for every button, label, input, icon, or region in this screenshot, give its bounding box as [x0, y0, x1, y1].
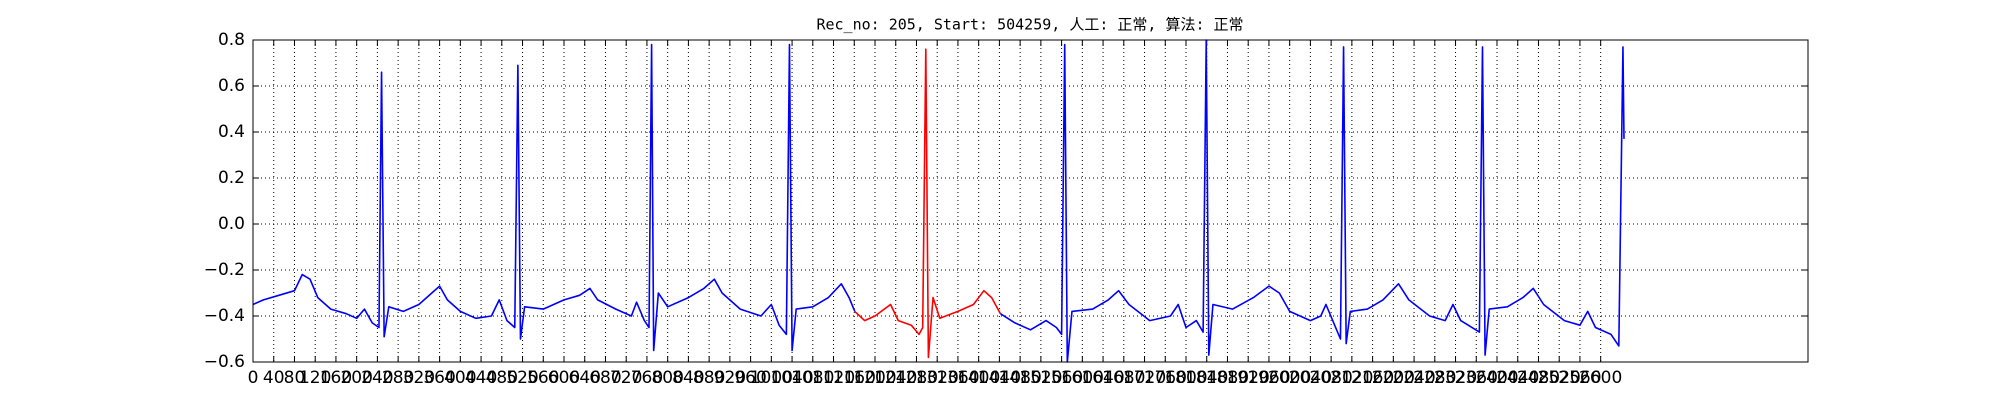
- x-tick-label: 1440: [978, 368, 1021, 388]
- y-tick-label: −0.6: [204, 352, 245, 372]
- x-tick-label: 2440: [1496, 368, 1539, 388]
- y-tick-label: 0.6: [218, 76, 245, 96]
- x-tick-label: 40: [263, 368, 285, 388]
- x-tick-label: 80: [284, 368, 306, 388]
- x-tick-label: 480: [486, 368, 518, 388]
- x-tick-label: 1240: [874, 368, 917, 388]
- x-tick-label: 2280: [1413, 368, 1456, 388]
- y-tick-label: −0.2: [204, 260, 245, 280]
- x-tick-label: 1760: [1144, 368, 1187, 388]
- x-tick-label: 2240: [1392, 368, 1435, 388]
- x-tick-label: 640: [569, 368, 601, 388]
- x-tick-label: 520: [506, 368, 538, 388]
- y-tick-label: 0.2: [218, 168, 245, 188]
- x-tick-label: 720: [610, 368, 642, 388]
- chart-title: Rec_no: 205, Start: 504259, 人工: 正常, 算法: …: [816, 16, 1243, 34]
- x-tick-label: 680: [589, 368, 621, 388]
- x-tick-label: 1520: [1019, 368, 1062, 388]
- x-tick-label: 840: [672, 368, 704, 388]
- x-tick-label: 1680: [1102, 368, 1145, 388]
- x-tick-label: 1080: [791, 368, 834, 388]
- x-tick-label: 2560: [1558, 368, 1601, 388]
- x-tick-label: 1280: [895, 368, 938, 388]
- ecg-line: [1000, 39, 1625, 363]
- x-tick-label: 1040: [770, 368, 813, 388]
- x-tick-label: 240: [361, 368, 393, 388]
- ecg-line: [854, 48, 1002, 359]
- x-tick-label: 2360: [1455, 368, 1498, 388]
- x-tick-label: 2000: [1268, 368, 1311, 388]
- plot-frame: [252, 39, 1809, 363]
- y-tick-label: −0.4: [204, 306, 245, 326]
- x-tick-label: 1720: [1123, 368, 1166, 388]
- x-tick-label: 1120: [812, 368, 855, 388]
- x-tick-label: 200: [340, 368, 372, 388]
- y-tick-label: 0.4: [218, 122, 245, 142]
- x-tick-label: 2200: [1372, 368, 1415, 388]
- x-tick-label: 2320: [1434, 368, 1477, 388]
- x-tick-label: 400: [444, 368, 476, 388]
- x-tick-label: 2600: [1579, 368, 1622, 388]
- x-tick-label: 2120: [1330, 368, 1373, 388]
- x-tick-label: 120: [299, 368, 331, 388]
- ecg-line: [252, 43, 856, 352]
- x-tick-label: 1320: [916, 368, 959, 388]
- x-tick-label: 880: [693, 368, 725, 388]
- x-tick-label: 960: [734, 368, 766, 388]
- x-tick-label: 320: [403, 368, 435, 388]
- x-tick-label: 1000: [750, 368, 793, 388]
- x-tick-label: 160: [320, 368, 352, 388]
- x-tick-label: 1840: [1185, 368, 1228, 388]
- x-tick-label: 2160: [1351, 368, 1394, 388]
- x-tick-label: 1360: [936, 368, 979, 388]
- y-tick-label: 0.8: [218, 30, 245, 50]
- x-tick-label: 920: [714, 368, 746, 388]
- x-tick-label: 2400: [1475, 368, 1518, 388]
- x-tick-label: 1160: [833, 368, 876, 388]
- x-tick-label: 1880: [1206, 368, 1249, 388]
- x-tick-label: 600: [548, 368, 580, 388]
- y-tick-label: 0.0: [218, 214, 245, 234]
- x-tick-label: 1640: [1081, 368, 1124, 388]
- x-tick-label: 440: [465, 368, 497, 388]
- x-tick-label: 2080: [1310, 368, 1353, 388]
- x-tick-label: 1480: [999, 368, 1042, 388]
- x-tick-label: 2480: [1517, 368, 1560, 388]
- x-tick-label: 1600: [1061, 368, 1104, 388]
- x-tick-label: 2040: [1289, 368, 1332, 388]
- x-tick-label: 2520: [1538, 368, 1581, 388]
- x-tick-label: 760: [631, 368, 663, 388]
- x-tick-label: 1200: [853, 368, 896, 388]
- x-tick-label: 1560: [1040, 368, 1083, 388]
- x-tick-label: 1960: [1247, 368, 1290, 388]
- x-tick-label: 800: [651, 368, 683, 388]
- x-tick-label: 1920: [1227, 368, 1270, 388]
- x-tick-label: 560: [527, 368, 559, 388]
- x-tick-label: 1400: [957, 368, 1000, 388]
- x-tick-label: 1800: [1164, 368, 1207, 388]
- x-tick-label: 280: [382, 368, 414, 388]
- x-tick-label: 360: [423, 368, 455, 388]
- x-tick-label: 0: [248, 368, 259, 388]
